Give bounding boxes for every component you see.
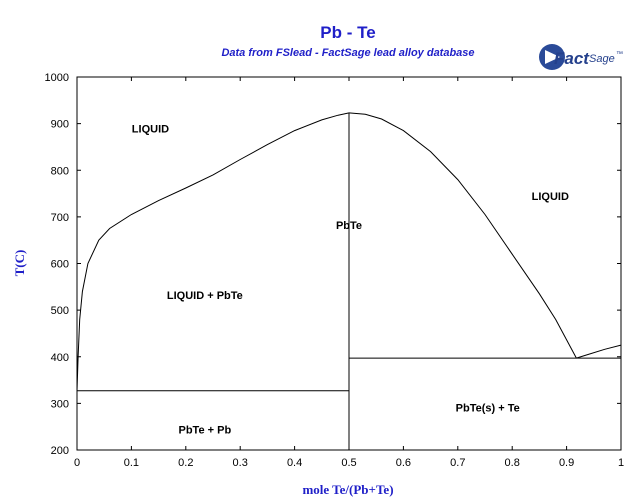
y-tick-label: 700 xyxy=(51,212,69,224)
chart-subtitle: Data from FSlead - FactSage lead alloy d… xyxy=(221,47,474,59)
phase-boundary-line-2 xyxy=(576,344,622,359)
x-tick-label: 0.4 xyxy=(287,457,302,469)
logo-trademark: ™ xyxy=(616,51,623,58)
x-tick-label: 0.9 xyxy=(559,457,574,469)
phase-boundaries xyxy=(76,112,622,450)
x-axis: 0 0.1 0.2 0.3 0.4 0.5 0.6 0.7 0.8 0.9 1 xyxy=(74,77,624,469)
y-axis: 200 300 400 500 600 700 800 900 1000 xyxy=(45,72,621,457)
region-label: LIQUID xyxy=(132,123,169,135)
x-tick-label: 1 xyxy=(618,457,624,469)
x-tick-label: 0.1 xyxy=(124,457,139,469)
logo-name: Fact xyxy=(554,49,590,68)
x-tick-label: 0.6 xyxy=(396,457,411,469)
region-label: PbTe(s) + Te xyxy=(456,403,520,415)
region-label: LIQUID xyxy=(532,191,569,203)
x-tick-label: 0.3 xyxy=(233,457,248,469)
logo-arrow-icon xyxy=(545,50,560,64)
region-label: LIQUID + PbTe xyxy=(167,290,243,302)
x-axis-title: mole Te/(Pb+Te) xyxy=(302,482,393,497)
y-tick-label: 400 xyxy=(51,352,69,364)
factsage-logo: Fact Sage ™ xyxy=(539,44,623,70)
y-axis-title: T(C) xyxy=(12,250,27,277)
x-tick-label: 0 xyxy=(74,457,80,469)
y-tick-label: 500 xyxy=(51,305,69,317)
region-labels: LIQUID LIQUID PbTe LIQUID + PbTe PbTe + Pb Pb… xyxy=(132,123,569,436)
x-tick-label: 0.2 xyxy=(178,457,193,469)
phase-boundary-line-0 xyxy=(76,112,350,391)
region-label: PbTe xyxy=(336,220,362,232)
region-label: PbTe + Pb xyxy=(179,424,232,436)
y-tick-label: 300 xyxy=(51,398,69,410)
y-tick-label: 1000 xyxy=(45,72,69,84)
y-tick-label: 200 xyxy=(51,445,69,457)
logo-suffix: Sage xyxy=(589,53,615,65)
chart-title: Pb - Te xyxy=(320,23,375,42)
phase-boundary-line-1 xyxy=(348,112,577,359)
y-tick-label: 600 xyxy=(51,259,69,271)
x-tick-label: 0.7 xyxy=(450,457,465,469)
y-tick-label: 800 xyxy=(51,165,69,177)
x-tick-label: 0.8 xyxy=(505,457,520,469)
y-tick-label: 900 xyxy=(51,119,69,131)
x-tick-label: 0.5 xyxy=(341,457,356,469)
